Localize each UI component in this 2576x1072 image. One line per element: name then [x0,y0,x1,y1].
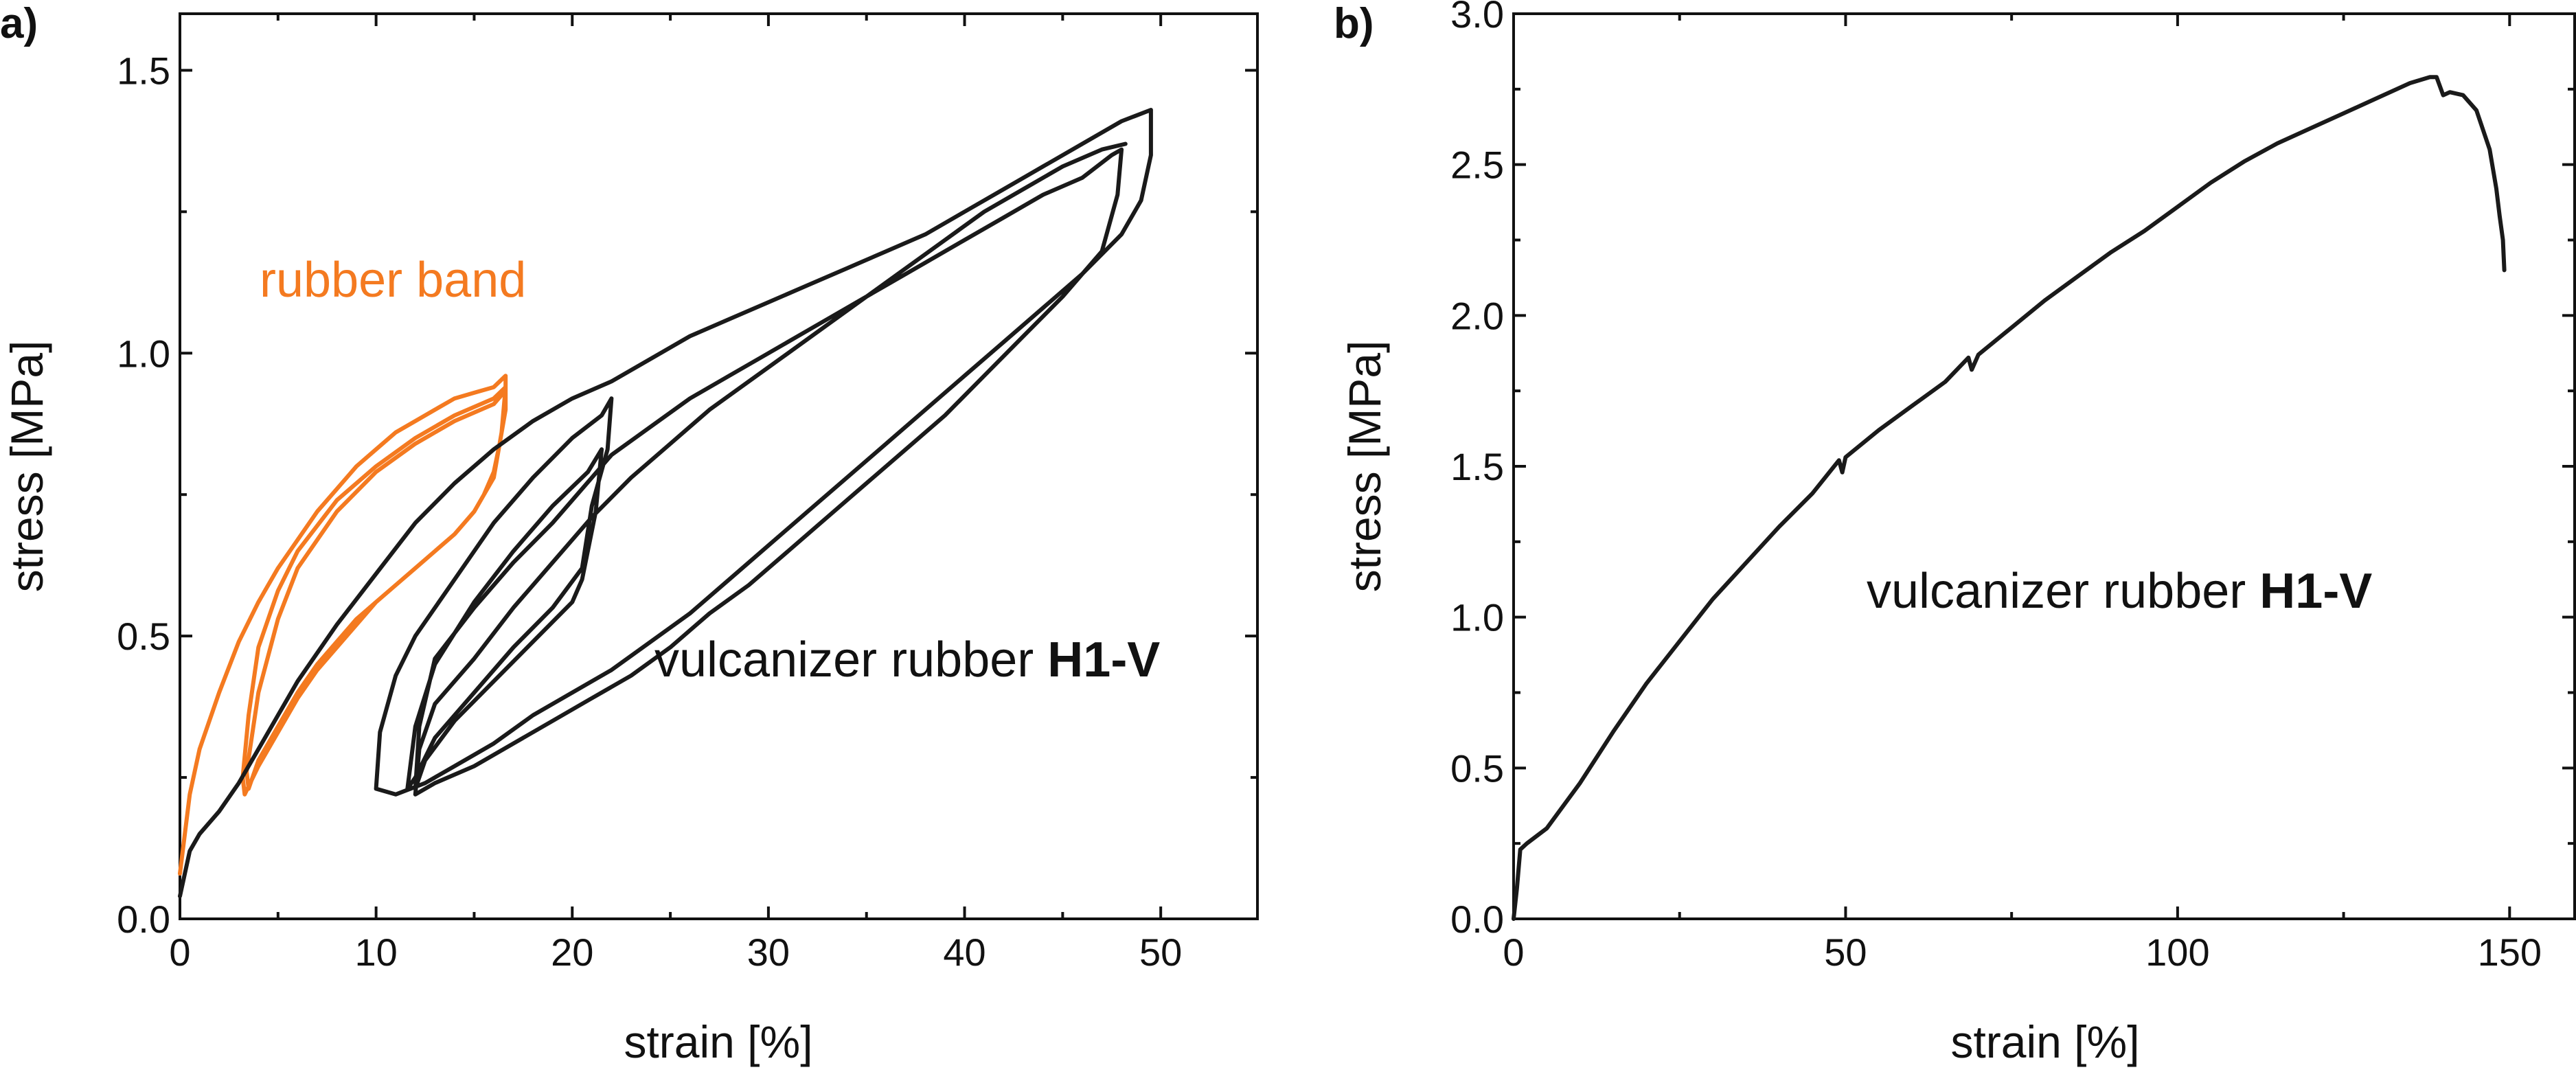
y-axis-title: stress [MPa] [1,341,52,593]
panel-b: 0 50 100 150 0.0 0.5 1.0 1.5 2.0 2.5 3.0 strain [%]… [1334,0,2576,1067]
y-tick-label: 2.0 [1450,294,1504,337]
x-tick-label: 50 [1824,931,1867,974]
y-tick-label: 1.0 [117,332,170,375]
annotation-vulcanizer-sample: H1-V [1047,632,1160,687]
y-tick-label: 0.5 [1450,746,1504,790]
series-line-vulcanizer [1512,75,2507,921]
y-tick-label: 3.0 [1450,0,1504,36]
plot-frame [179,12,1259,920]
x-tick-label: 10 [354,931,397,974]
annotation-vulcanizer: vulcanizer rubber H1-V [1867,564,2372,619]
panel-label: b) [1334,0,1374,47]
y-tick-label: 0.0 [117,898,170,941]
series-line-rubber_band [178,374,508,876]
x-axis-title: strain [%] [624,1016,812,1067]
x-tick-label: 100 [2145,931,2209,974]
y-tick-label: 2.5 [1450,144,1504,187]
x-tick-label: 0 [169,931,190,974]
annotation-rubber-band: rubber band [260,253,526,308]
x-tick-label: 0 [1503,931,1524,974]
plot-frame [1512,12,2576,920]
x-tick-label: 40 [943,931,985,974]
x-tick-label: 30 [747,931,790,974]
panel-a: 0 10 20 30 40 50 0.0 0.5 1.0 1.5 strain [%] stress … [0,0,1259,1067]
x-axis-title: strain [%] [1950,1016,2139,1067]
annotation-vulcanizer-sample: H1-V [2259,564,2372,619]
annotation-vulcanizer: vulcanizer rubber H1-V [654,632,1160,687]
annotation-vulcanizer-text: vulcanizer rubber [1867,564,2259,619]
y-axis-title: stress [MPa] [1339,341,1390,593]
annotation-vulcanizer-text: vulcanizer rubber [654,632,1047,687]
series-line-vulcanizer [178,108,1153,898]
y-tick-label: 1.5 [117,49,170,92]
panel-label: a) [0,0,38,47]
x-tick-label: 50 [1139,931,1182,974]
y-tick-label: 1.5 [1450,445,1504,488]
x-tick-label: 150 [2478,931,2542,974]
x-tick-label: 20 [551,931,593,974]
y-tick-label: 0.0 [1450,898,1504,941]
y-tick-label: 0.5 [117,615,170,658]
y-tick-label: 1.0 [1450,596,1504,639]
